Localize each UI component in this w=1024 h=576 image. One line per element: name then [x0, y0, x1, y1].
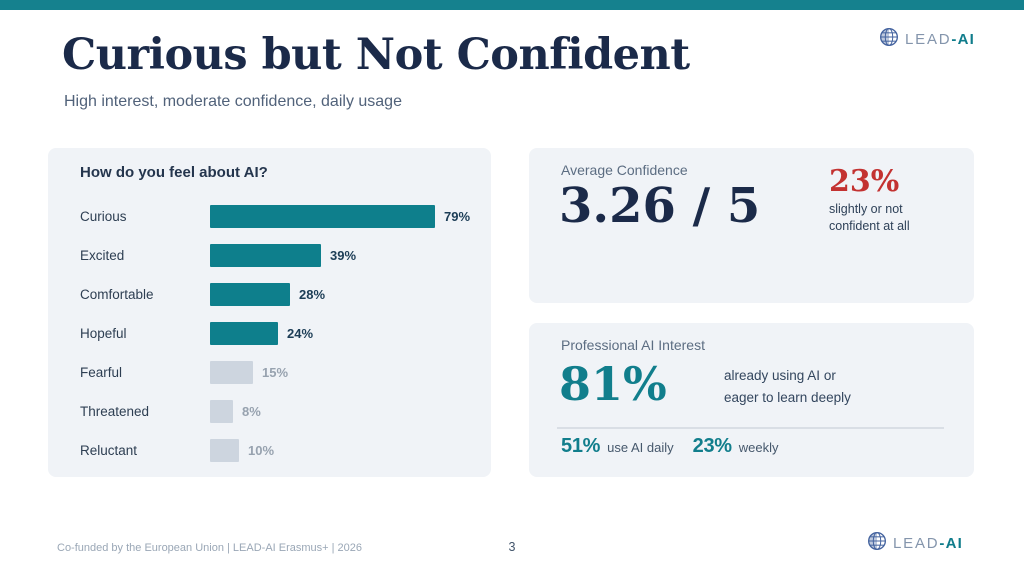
daily-usage-label: use AI daily: [607, 440, 674, 455]
bar-chart-row: Excited 39%: [80, 236, 479, 275]
logo-text-lead: LEAD: [905, 30, 952, 48]
logo-text-ai: -AI: [951, 30, 975, 48]
bar-value: 79%: [444, 209, 471, 224]
bar-fill: [210, 400, 233, 423]
interest-divider: [557, 427, 944, 429]
bar-label: Hopeful: [80, 326, 127, 341]
bar-value: 10%: [248, 443, 275, 458]
page-number: 3: [508, 540, 516, 554]
bar-chart-row: Threatened 8%: [80, 392, 479, 431]
bar-fill: [210, 439, 239, 462]
footer-attribution: Co-funded by the European Union | LEAD-A…: [57, 542, 363, 554]
bar-value: 8%: [242, 404, 261, 419]
lead-ai-logo-top: LEAD-AI: [879, 27, 975, 52]
bar-chart-row: Comfortable 28%: [80, 275, 479, 314]
confidence-card-label: Average Confidence: [561, 162, 688, 178]
interest-card-label: Professional AI Interest: [561, 337, 705, 353]
bar-fill: [210, 283, 290, 306]
bar-value: 28%: [299, 287, 326, 302]
interest-stats-row: 51% use AI daily 23% weekly: [561, 435, 791, 458]
confidence-stat-value: 23%: [829, 164, 900, 199]
bar-label: Curious: [80, 209, 127, 224]
bar-chart-rows: Curious 79% Excited 39% Comfortable 28% …: [80, 197, 479, 470]
bar-chart-row: Curious 79%: [80, 197, 479, 236]
slide-title: Curious but Not Confident: [62, 30, 690, 80]
bar-label: Reluctant: [80, 443, 138, 458]
bar-chart-row: Fearful 15%: [80, 353, 479, 392]
confidence-score: 3.26 / 5: [559, 178, 761, 234]
top-accent-bar: [0, 0, 1024, 10]
chart-card: How do you feel about AI? Curious 79% Ex…: [48, 148, 491, 477]
interest-caption-line2: eager to learn deeply: [724, 390, 851, 405]
bar-chart-row: Hopeful 24%: [80, 314, 479, 353]
confidence-stat-block: 23% slightly or not confident at all: [829, 164, 969, 235]
confidence-card: Average Confidence 3.26 / 5 23% slightly…: [529, 148, 974, 303]
confidence-caption-line2: confident at all: [829, 219, 910, 233]
chart-title: How do you feel about AI?: [80, 164, 268, 181]
bar-value: 15%: [262, 365, 289, 380]
interest-big-value: 81%: [559, 357, 667, 411]
lead-ai-logo-bottom: LEAD-AI: [867, 531, 963, 556]
interest-card: Professional AI Interest 81% already usi…: [529, 323, 974, 477]
confidence-stat-caption: slightly or not confident at all: [829, 201, 969, 235]
weekly-usage-label: weekly: [738, 440, 779, 455]
globe-icon: [879, 27, 899, 52]
interest-caption-line1: already using AI or: [724, 368, 836, 383]
bar-fill: [210, 244, 321, 267]
bar-fill: [210, 205, 435, 228]
bar-label: Comfortable: [80, 287, 154, 302]
confidence-caption-line1: slightly or not: [829, 202, 903, 216]
slide-subtitle: High interest, moderate confidence, dail…: [64, 93, 402, 110]
bar-label: Excited: [80, 248, 125, 263]
bar-value: 39%: [330, 248, 357, 263]
bar-label: Threatened: [80, 404, 150, 419]
bar-chart-row: Reluctant 10%: [80, 431, 479, 470]
logo-text-lead: LEAD: [893, 534, 940, 552]
bar-fill: [210, 361, 253, 384]
daily-usage-value: 51%: [561, 435, 601, 457]
interest-caption: already using AI or eager to learn deepl…: [724, 365, 851, 409]
logo-text-ai: -AI: [939, 534, 963, 552]
bar-value: 24%: [287, 326, 314, 341]
bar-label: Fearful: [80, 365, 123, 380]
weekly-usage-value: 23%: [692, 435, 732, 457]
bar-fill: [210, 322, 278, 345]
globe-icon: [867, 531, 887, 556]
